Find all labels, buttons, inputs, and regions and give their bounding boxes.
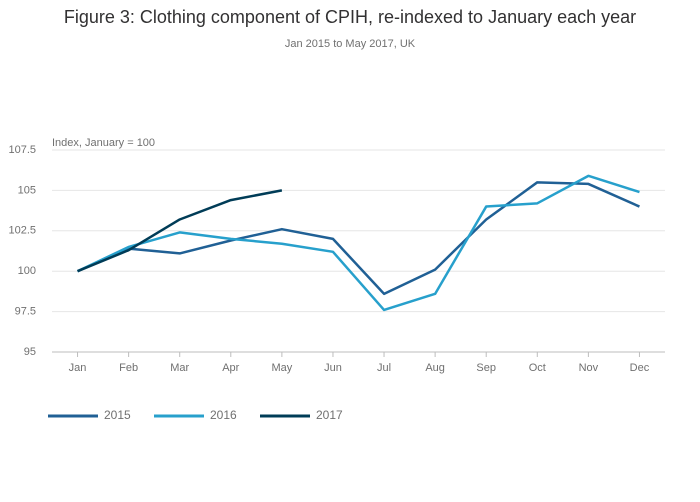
x-tick-label: Jun: [324, 362, 342, 374]
legend-label: 2015: [104, 408, 131, 422]
x-tick-label: Oct: [529, 362, 546, 374]
y-tick-label: 95: [24, 346, 36, 358]
x-tick-label: Jul: [377, 362, 391, 374]
x-tick-label: May: [271, 362, 292, 374]
x-tick-label: Nov: [579, 362, 599, 374]
x-tick-label: Aug: [425, 362, 445, 374]
x-tick-label: Feb: [119, 362, 138, 374]
y-axis-label: Index, January = 100: [52, 137, 155, 149]
x-tick-label: Sep: [476, 362, 496, 374]
chart-subtitle: Jan 2015 to May 2017, UK: [285, 38, 416, 50]
x-tick-label: Mar: [170, 362, 189, 374]
legend-label: 2017: [316, 408, 343, 422]
x-tick-label: Apr: [222, 362, 239, 374]
y-tick-label: 97.5: [15, 306, 36, 318]
y-tick-label: 105: [18, 184, 36, 196]
series-line: [77, 181, 640, 296]
series-line: [77, 189, 283, 273]
y-tick-label: 107.5: [8, 144, 36, 156]
y-tick-label: 102.5: [8, 225, 36, 237]
x-tick-label: Dec: [630, 362, 650, 374]
legend-label: 2016: [210, 408, 237, 422]
series-line: [77, 174, 640, 312]
x-tick-label: Jan: [69, 362, 87, 374]
y-tick-label: 100: [18, 265, 36, 277]
chart-title: Figure 3: Clothing component of CPIH, re…: [64, 7, 636, 27]
